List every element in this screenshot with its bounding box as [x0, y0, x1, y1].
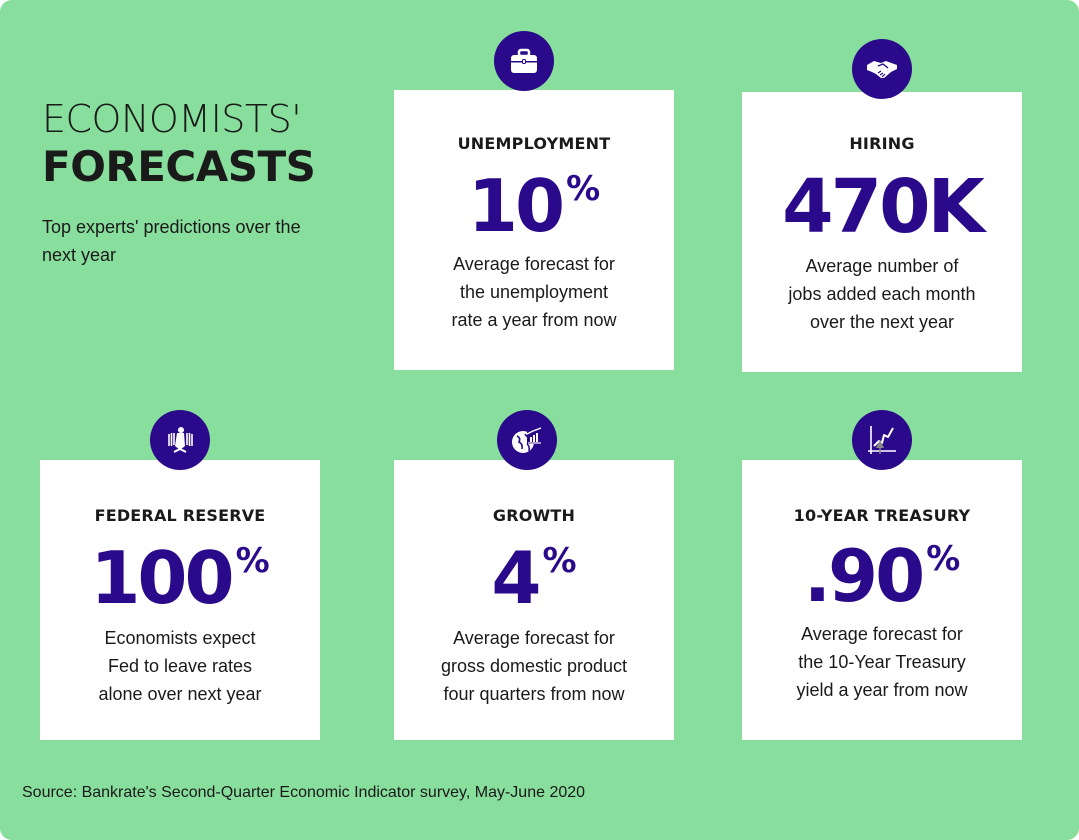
handshake-icon [852, 39, 912, 99]
card-description: Average number of jobs added each month ov… [788, 256, 976, 332]
card-label: 10-YEAR TREASURY [793, 506, 971, 525]
card-label: HIRING [849, 134, 915, 153]
card-value: 4% [491, 536, 577, 620]
card-unemployment: UNEMPLOYMENT 10% Average forecast for the… [394, 90, 674, 370]
eagle-icon [150, 410, 210, 470]
subtitle: Top experts' predictions over the next y… [42, 217, 301, 265]
card-description: Average forecast for gross domestic produ… [440, 628, 628, 704]
card-hiring: HIRING 470K Average number of jobs added … [742, 92, 1022, 372]
title-line-1: ECONOMISTS' [42, 97, 302, 141]
briefcase-icon [494, 31, 554, 91]
card-value: .90% [803, 534, 961, 618]
globe-chart-icon [497, 410, 557, 470]
card-description: Average forecast for the 10-Year Treasury… [796, 624, 968, 700]
card-treasury: 10-YEAR TREASURY .90% Average forecast f… [742, 460, 1022, 740]
card-value: 10% [467, 164, 601, 248]
card-label: UNEMPLOYMENT [457, 134, 611, 153]
card-growth: GROWTH 4% Average forecast for gross dome… [394, 460, 674, 740]
card-value: 470K [782, 164, 985, 250]
line-chart-icon [852, 410, 912, 470]
card-federal-reserve: FEDERAL RESERVE 100% Economists expect Fe… [40, 460, 320, 740]
card-label: FEDERAL RESERVE [94, 506, 266, 525]
card-description: Economists expect Fed to leave rates alone… [98, 628, 262, 704]
card-label: GROWTH [492, 506, 576, 525]
card-description: Average forecast for the unemployment rate… [451, 254, 617, 330]
card-value: 100% [90, 536, 270, 620]
title-line-2: FORECASTS [42, 142, 316, 191]
source-note: Source: Bankrate's Second-Quarter Econom… [22, 784, 586, 801]
